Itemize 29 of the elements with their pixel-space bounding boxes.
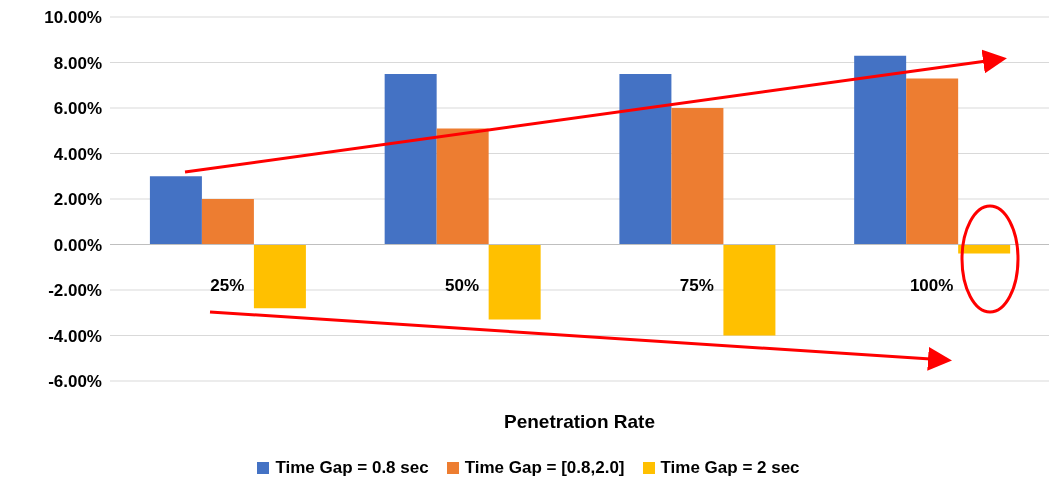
bar <box>253 244 306 309</box>
bar <box>906 78 959 245</box>
x-axis-title: Penetration Rate <box>504 411 655 432</box>
y-tick-label: -2.00% <box>48 281 102 301</box>
bar <box>671 108 724 245</box>
y-tick-label: 4.00% <box>53 144 102 164</box>
x-tick-label: 25% <box>210 275 245 295</box>
legend-label: Time Gap = [0.8,2.0] <box>464 458 625 478</box>
y-tick-label: -6.00% <box>48 372 102 392</box>
x-tick-label: 75% <box>679 275 714 295</box>
x-tick-label: 100% <box>909 275 954 295</box>
y-tick-label: 0.00% <box>53 235 102 255</box>
bar <box>149 176 202 245</box>
y-tick-label: 10.00% <box>44 8 102 28</box>
bar <box>436 128 489 245</box>
bar <box>201 199 254 245</box>
x-tick-label: 50% <box>445 275 480 295</box>
y-tick-label: -4.00% <box>48 326 102 346</box>
bar <box>723 244 776 336</box>
y-tick-label: 8.00% <box>53 53 102 73</box>
bar <box>854 55 907 245</box>
legend-label: Time Gap = 0.8 sec <box>275 458 429 478</box>
bar <box>619 73 672 245</box>
y-tick-label: 6.00% <box>53 99 102 119</box>
bar <box>958 244 1011 254</box>
y-tick-label: 2.00% <box>53 190 102 210</box>
legend-label: Time Gap = 2 sec <box>660 458 800 478</box>
bar <box>488 244 541 320</box>
bar <box>384 73 437 245</box>
